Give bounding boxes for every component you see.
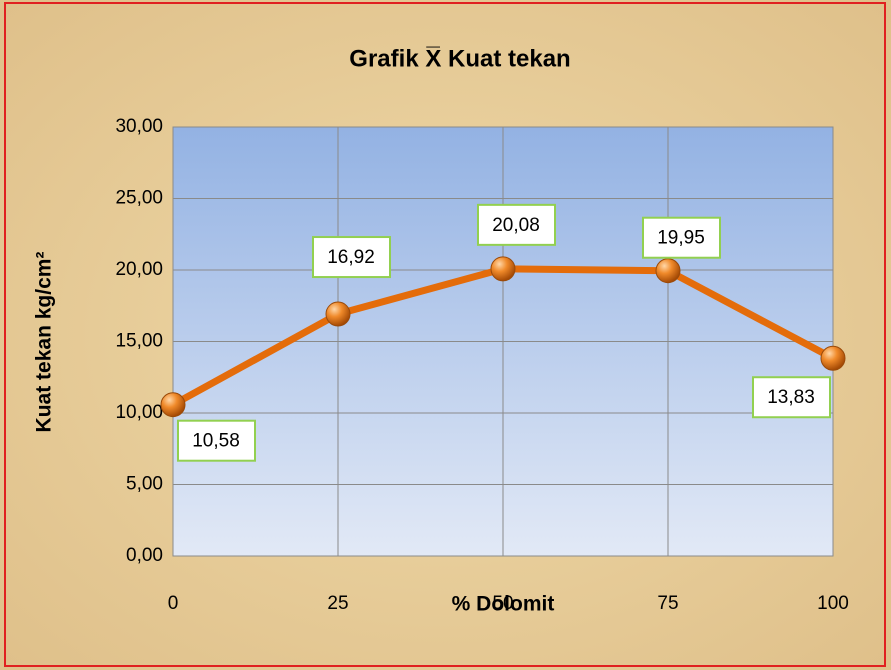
value-label: 20,08 (492, 215, 540, 236)
frame (4, 2, 886, 667)
x-tick-label: 50 (492, 593, 513, 614)
plot-border (172, 126, 834, 557)
marker (820, 345, 846, 371)
value-label: 16,92 (327, 247, 375, 268)
y-tick-label: 15,00 (115, 331, 163, 352)
chart-title: Grafik X̅ Kuat tekan (349, 45, 570, 72)
y-tick-label: 5,00 (126, 474, 163, 495)
x-axis-label: % Dolomit (452, 593, 555, 616)
x-tick-label: 100 (817, 593, 849, 614)
y-axis-label: Kuat tekan kg/cm² (33, 252, 56, 433)
marker (655, 258, 681, 284)
y-tick-label: 10,00 (115, 402, 163, 423)
value-label: 19,95 (657, 228, 705, 249)
y-tick-label: 30,00 (115, 116, 163, 137)
x-tick-label: 0 (168, 593, 179, 614)
value-label: 13,83 (767, 387, 815, 408)
marker (325, 301, 351, 327)
marker (490, 256, 516, 282)
value-label-box (477, 203, 556, 246)
x-tick-label: 25 (327, 593, 348, 614)
value-label: 10,58 (192, 431, 240, 452)
y-tick-label: 20,00 (115, 259, 163, 280)
value-label-box (642, 216, 721, 259)
x-tick-label: 75 (657, 593, 678, 614)
value-label-box (752, 376, 831, 419)
value-label-box (312, 236, 391, 279)
marker (160, 392, 186, 418)
y-tick-label: 25,00 (115, 188, 163, 209)
value-label-box (177, 419, 256, 462)
y-tick-label: 0,00 (126, 545, 163, 566)
